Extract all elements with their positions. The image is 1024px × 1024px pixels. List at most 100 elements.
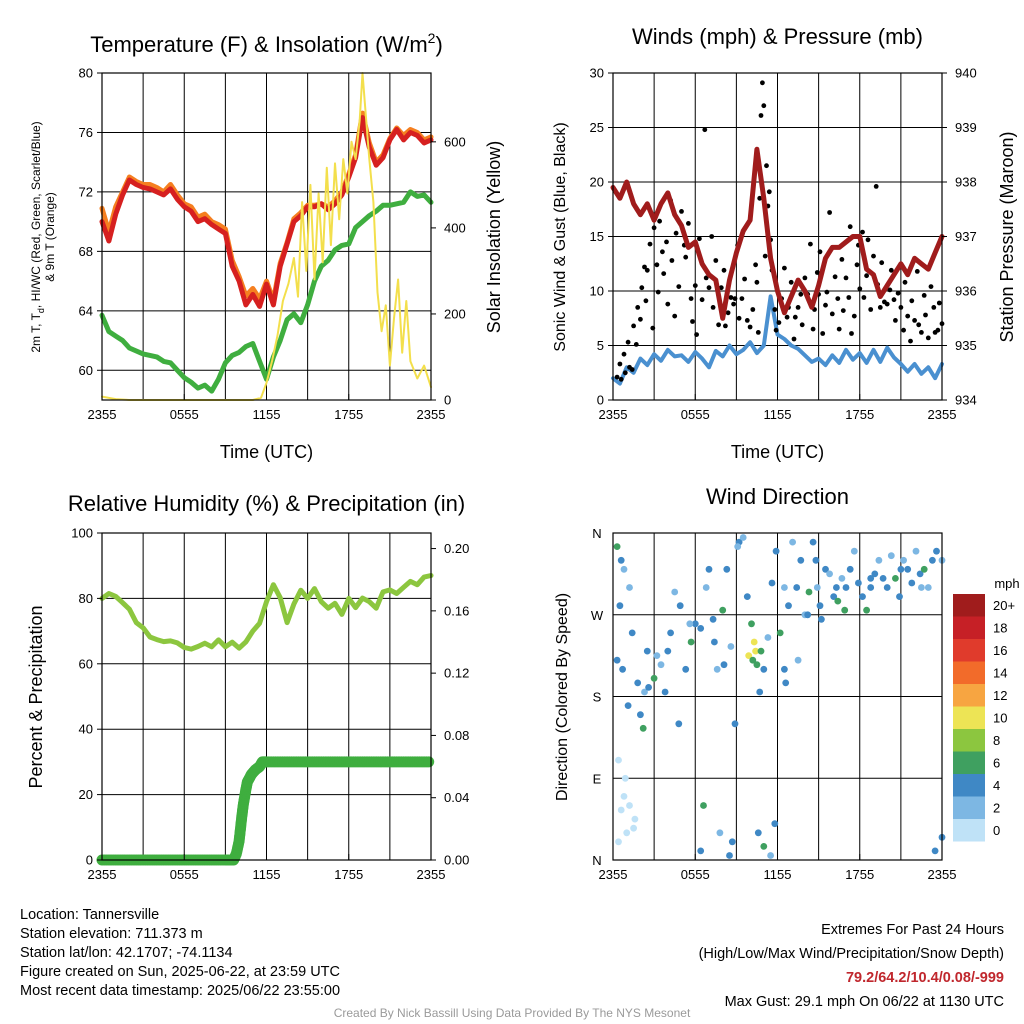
gust-point <box>631 323 636 329</box>
gust-point <box>642 264 647 270</box>
direction-point <box>822 565 829 573</box>
gust-point <box>893 318 898 323</box>
y-tick-label: W <box>591 608 604 623</box>
gust-point <box>799 322 805 328</box>
gust-point <box>747 324 753 330</box>
y2-tick-label: 0.20 <box>444 541 469 556</box>
rh-line <box>99 573 434 652</box>
x-tick-label: 1155 <box>764 867 792 882</box>
gust-point <box>661 271 667 276</box>
gust-point <box>660 249 665 255</box>
direction-point <box>697 625 705 632</box>
gust-point <box>739 296 745 301</box>
gust-point <box>773 327 779 333</box>
gust-point <box>827 210 832 215</box>
x-tick-label: 2355 <box>417 867 446 882</box>
direction-point <box>850 547 858 555</box>
gust-point <box>923 312 928 318</box>
gust-point <box>860 229 865 235</box>
pressure-line <box>610 146 945 321</box>
gust-point <box>902 279 908 285</box>
colorbar-label: 10 <box>993 711 1007 726</box>
colorbar-label: 14 <box>993 666 1007 681</box>
direction-point <box>727 643 735 650</box>
direction-point <box>842 584 850 591</box>
y2-tick-label: 0.16 <box>444 603 469 618</box>
direction-point <box>657 661 665 669</box>
direction-point <box>626 802 633 809</box>
gust-point <box>916 322 922 328</box>
gust-point <box>832 274 838 280</box>
rh-panel: Relative Humidity (%) & Precipitation (i… <box>26 491 469 882</box>
direction-point <box>896 593 903 600</box>
y2-tick-label: 400 <box>444 220 466 235</box>
direction-point <box>772 547 780 555</box>
direction-point <box>653 652 661 659</box>
direction-point <box>812 556 820 564</box>
gust-point <box>673 230 679 236</box>
direction-point <box>739 534 747 541</box>
direction-point <box>641 688 648 696</box>
gust-point <box>690 319 695 324</box>
series-line-1 <box>99 115 434 309</box>
gust-point <box>908 338 913 344</box>
colorbar-swatch <box>953 684 985 707</box>
x-tick-label: 2355 <box>928 867 957 882</box>
gust-point <box>835 296 841 301</box>
extremes-title: Extremes For Past 24 Hours <box>821 922 1004 938</box>
y-axis-label: Direction (Colored By Speed) <box>554 593 571 801</box>
direction-point <box>615 756 622 764</box>
colorbar-label: 0 <box>993 823 1000 838</box>
direction-point <box>804 611 812 619</box>
gust-point <box>686 221 691 226</box>
extremes-values: 79.2/64.2/10.4/0.08/-999 <box>845 970 1004 986</box>
gust-point <box>742 276 747 282</box>
direction-point <box>667 629 674 637</box>
y-tick-label: 0 <box>86 853 93 868</box>
credit-text: Created By Nick Bassill Using Data Provi… <box>333 1006 691 1020</box>
direction-point <box>771 820 779 828</box>
wind-panel: Winds (mph) & Pressure (mb) 0 5 10 15 20 25 30 9… <box>552 24 1017 462</box>
y-tick-label: 10 <box>590 284 604 299</box>
created-text: Figure created on Sun, 2025-06-22, at 23… <box>20 964 340 980</box>
gust-point <box>758 113 764 118</box>
gust-point <box>655 289 661 295</box>
gust-point <box>921 293 927 298</box>
colorbar-label: 18 <box>993 621 1007 636</box>
chart-title: Winds (mph) & Pressure (mb) <box>632 24 923 49</box>
gust-point <box>683 254 689 260</box>
gust-point <box>909 298 915 304</box>
gust-point <box>633 342 639 347</box>
chart-title: Temperature (F) & Insolation (W/m2) <box>90 30 443 57</box>
direction-point <box>719 606 727 614</box>
gust-point <box>936 300 942 306</box>
y-tick-label: 0 <box>597 393 604 408</box>
y-label-sub: d <box>36 308 46 313</box>
y-tick-label: S <box>593 690 602 705</box>
x-tick-label: 1755 <box>845 407 874 422</box>
direction-point <box>671 588 679 596</box>
gust-point <box>782 265 787 271</box>
direction-point <box>702 584 710 591</box>
direction-point <box>855 579 862 587</box>
gust-point <box>713 258 719 263</box>
direction-point <box>750 638 758 646</box>
direction-point <box>879 575 887 582</box>
gust-point <box>647 241 653 247</box>
x-tick-label: 1155 <box>764 407 792 422</box>
direction-point <box>826 570 833 578</box>
gust-point <box>761 103 767 109</box>
direction-point <box>734 543 742 550</box>
chart-title: Wind Direction <box>706 484 849 509</box>
colorbar-swatch <box>953 706 985 729</box>
gust-point <box>736 315 742 321</box>
gust-point <box>618 376 624 382</box>
direction-point <box>687 638 695 646</box>
gust-point <box>935 327 941 333</box>
gust-point <box>723 323 728 329</box>
gust-point <box>776 320 782 325</box>
direction-point <box>753 661 761 669</box>
x-tick-label: 2355 <box>88 407 117 422</box>
gust-point <box>625 339 631 345</box>
gust-point <box>868 307 874 312</box>
